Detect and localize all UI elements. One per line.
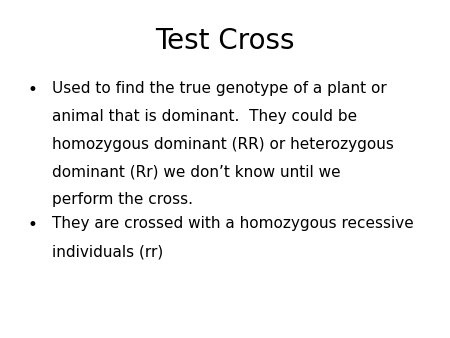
Text: perform the cross.: perform the cross. [52,192,193,207]
Text: dominant (Rr) we don’t know until we: dominant (Rr) we don’t know until we [52,164,340,179]
Text: individuals (rr): individuals (rr) [52,244,163,259]
Text: •: • [27,81,37,99]
Text: •: • [27,216,37,234]
Text: They are crossed with a homozygous recessive: They are crossed with a homozygous reces… [52,216,414,231]
Text: Used to find the true genotype of a plant or: Used to find the true genotype of a plan… [52,81,387,96]
Text: animal that is dominant.  They could be: animal that is dominant. They could be [52,109,357,124]
Text: Test Cross: Test Cross [155,27,295,55]
Text: homozygous dominant (RR) or heterozygous: homozygous dominant (RR) or heterozygous [52,137,394,151]
